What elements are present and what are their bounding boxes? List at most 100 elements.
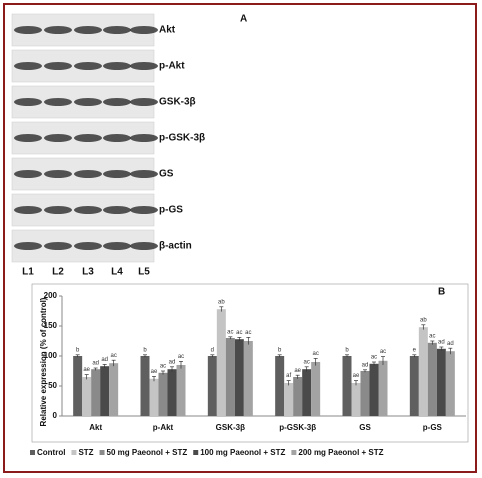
blot-band bbox=[74, 170, 102, 178]
lane-label: L2 bbox=[52, 267, 64, 278]
blot-band bbox=[74, 98, 102, 106]
panel-label: B bbox=[438, 287, 445, 298]
blot-band bbox=[14, 26, 42, 34]
blot-band bbox=[44, 206, 72, 214]
significance-letter: ad bbox=[362, 362, 369, 368]
blot-band bbox=[130, 134, 158, 142]
blot-band bbox=[130, 62, 158, 70]
band-label: p-GS bbox=[159, 205, 183, 216]
legend-label: STZ bbox=[78, 448, 93, 457]
significance-letter: ad bbox=[447, 341, 454, 347]
significance-letter: d bbox=[211, 347, 214, 353]
bar bbox=[234, 339, 244, 416]
bar bbox=[351, 383, 361, 416]
lane-label: L3 bbox=[82, 267, 94, 278]
blot-band bbox=[44, 242, 72, 250]
legend-swatch bbox=[193, 450, 199, 455]
bar bbox=[176, 365, 186, 416]
significance-letter: ae bbox=[83, 367, 90, 373]
significance-letter: b bbox=[278, 347, 282, 353]
band-label: Akt bbox=[159, 25, 176, 36]
lane-label: L1 bbox=[22, 267, 34, 278]
significance-letter: b bbox=[345, 347, 349, 353]
significance-letter: ab bbox=[218, 299, 225, 305]
band-label: p-Akt bbox=[159, 61, 185, 72]
legend-label: 100 mg Paeonol + STZ bbox=[200, 448, 285, 457]
y-tick-label: 0 bbox=[53, 411, 58, 420]
blot-band bbox=[44, 134, 72, 142]
legend-swatch bbox=[30, 450, 35, 455]
bar bbox=[427, 342, 437, 416]
y-axis-label: Relative expression (% of control) bbox=[39, 297, 48, 426]
y-tick-label: 50 bbox=[48, 381, 57, 390]
bar bbox=[275, 356, 285, 416]
blot-band bbox=[14, 242, 42, 250]
blot-band bbox=[44, 26, 72, 34]
lane-label: L5 bbox=[138, 267, 150, 278]
significance-letter: ac bbox=[429, 334, 435, 340]
significance-letter: ac bbox=[312, 351, 318, 357]
significance-letter: ac bbox=[110, 353, 116, 359]
blot-band bbox=[103, 134, 131, 142]
significance-letter: ac bbox=[303, 359, 309, 365]
x-tick-label: GSK-3β bbox=[216, 423, 245, 432]
blot-band bbox=[74, 242, 102, 250]
x-tick-label: GS bbox=[359, 423, 371, 432]
band-label: GS bbox=[159, 169, 174, 180]
bar bbox=[140, 356, 150, 416]
bar bbox=[418, 327, 428, 416]
bar bbox=[82, 377, 92, 416]
blot-band bbox=[44, 170, 72, 178]
bar bbox=[109, 363, 119, 416]
blot-band bbox=[103, 242, 131, 250]
bar bbox=[149, 378, 159, 416]
legend-label: 200 mg Paeonol + STZ bbox=[298, 448, 383, 457]
blot-band bbox=[103, 170, 131, 178]
blot-band bbox=[74, 26, 102, 34]
bar bbox=[311, 362, 321, 416]
bar bbox=[284, 383, 294, 416]
legend-label: Control bbox=[37, 448, 65, 457]
significance-letter: ac bbox=[160, 364, 166, 370]
significance-letter: ad bbox=[92, 361, 99, 367]
bar bbox=[409, 356, 419, 416]
chart-box bbox=[31, 283, 469, 443]
blot-band bbox=[14, 62, 42, 70]
significance-letter: ac bbox=[371, 355, 377, 361]
significance-letter: ac bbox=[380, 349, 386, 355]
frame bbox=[3, 3, 477, 473]
y-tick-label: 200 bbox=[44, 291, 58, 300]
bar bbox=[225, 338, 235, 416]
band-label: p-GSK-3β bbox=[159, 133, 205, 144]
bar bbox=[378, 360, 388, 416]
x-tick-label: Akt bbox=[89, 423, 102, 432]
legend-swatch bbox=[71, 450, 77, 455]
significance-letter: ac bbox=[236, 330, 242, 336]
bar bbox=[207, 356, 217, 416]
bar bbox=[158, 372, 168, 416]
blot-band bbox=[130, 206, 158, 214]
significance-letter: ae bbox=[353, 373, 360, 379]
significance-letter: b bbox=[143, 347, 147, 353]
bar bbox=[436, 348, 446, 416]
band-label: β-actin bbox=[159, 241, 192, 252]
significance-letter: e bbox=[413, 347, 417, 353]
legend-swatch bbox=[291, 450, 297, 455]
x-tick-label: p-Akt bbox=[153, 423, 174, 432]
bar bbox=[302, 369, 312, 416]
blot-band bbox=[74, 206, 102, 214]
significance-letter: af bbox=[286, 373, 291, 379]
panel-label: A bbox=[240, 14, 247, 25]
bar bbox=[445, 351, 455, 416]
blot-band bbox=[130, 242, 158, 250]
significance-letter: ae bbox=[294, 368, 301, 374]
bar bbox=[243, 341, 253, 416]
blot-band bbox=[130, 170, 158, 178]
significance-letter: ae bbox=[151, 369, 158, 375]
legend-label: 50 mg Paeonol + STZ bbox=[107, 448, 188, 457]
significance-letter: ac bbox=[245, 330, 251, 336]
significance-letter: ac bbox=[178, 354, 184, 360]
significance-letter: ac bbox=[227, 329, 233, 335]
bar bbox=[216, 309, 226, 416]
